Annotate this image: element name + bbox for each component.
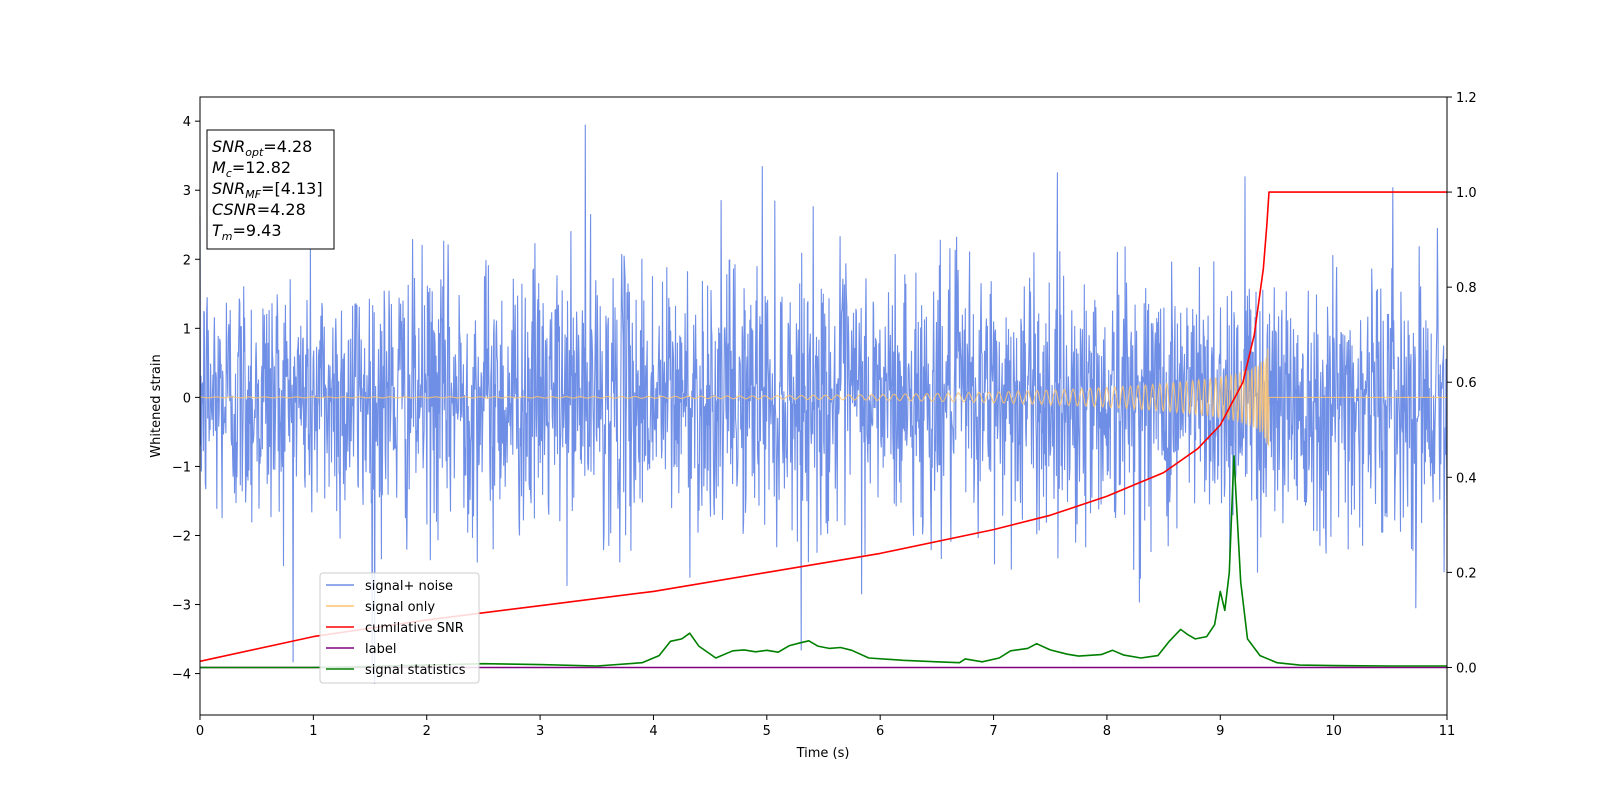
y-tick-label: −4	[172, 668, 191, 683]
info-line: SNRopt=4.28	[212, 137, 312, 159]
x-tick-label: 5	[763, 724, 771, 739]
y-tick-label: 3	[183, 184, 191, 199]
y-tick-label: −1	[172, 460, 191, 475]
x-tick-label: 7	[989, 724, 997, 739]
axes-frame	[199, 96, 1448, 716]
y-tick-label: 4	[183, 115, 191, 130]
info-box-frame	[206, 129, 335, 250]
x-tick-label: 8	[1103, 724, 1111, 739]
x-tick-label: 0	[196, 724, 204, 739]
legend-label: cumilative SNR	[365, 621, 464, 636]
x-tick-label: 2	[423, 724, 431, 739]
x-tick-label: 9	[1216, 724, 1224, 739]
y-axis-label: Whitened strain	[149, 354, 164, 457]
y-right-tick-label: 0.0	[1456, 661, 1477, 676]
legend-label: signal only	[365, 600, 435, 615]
legend-label: signal statistics	[365, 663, 466, 678]
series-cumilative-snr-line	[199, 191, 1447, 663]
y-tick-label: 0	[183, 391, 191, 406]
info-line: Mc=12.82	[212, 158, 291, 180]
legend-label: label	[365, 642, 396, 657]
x-tick-label: 10	[1325, 724, 1342, 739]
info-box: SNRopt=4.28Mc=12.82SNRMF=[4.13]CSNR=4.28…	[206, 129, 335, 250]
y-right-tick-label: 1.0	[1456, 186, 1477, 201]
legend-frame	[319, 572, 480, 684]
legend: signal+ noise signal only cumilative SNR la…	[319, 572, 480, 684]
x-tick-label: 1	[309, 724, 317, 739]
info-line: CSNR=4.28	[212, 200, 306, 219]
axes-layer: 0 1 2 3 4 5 6 7 8 9 10 1143210−1−2−3−41.21.00.80.60…	[172, 91, 1477, 739]
x-axis-label: Time (s)	[796, 746, 850, 761]
y-right-tick-label: 0.2	[1456, 566, 1477, 581]
y-right-tick-label: 1.2	[1456, 91, 1477, 106]
y-tick-label: −2	[172, 529, 191, 544]
x-tick-label: 4	[649, 724, 657, 739]
x-tick-label: 3	[536, 724, 544, 739]
info-line: Tm=9.43	[212, 221, 282, 243]
x-tick-label: 6	[876, 724, 884, 739]
x-tick-label: 11	[1439, 724, 1456, 739]
info-line: SNRMF=[4.13]	[212, 179, 323, 201]
y-tick-label: −3	[172, 599, 191, 614]
y-right-tick-label: 0.4	[1456, 471, 1477, 486]
y-right-tick-label: 0.6	[1456, 376, 1477, 391]
series-signal-statistics-line	[200, 455, 1447, 669]
y-tick-label: 2	[183, 253, 191, 268]
legend-label: signal+ noise	[365, 579, 453, 594]
y-right-tick-label: 0.8	[1456, 281, 1477, 296]
y-tick-label: 1	[183, 322, 191, 337]
